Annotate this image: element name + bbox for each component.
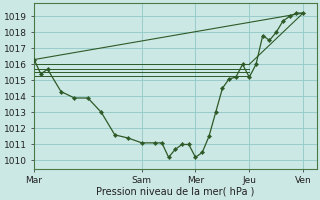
X-axis label: Pression niveau de la mer( hPa ): Pression niveau de la mer( hPa )	[96, 187, 254, 197]
